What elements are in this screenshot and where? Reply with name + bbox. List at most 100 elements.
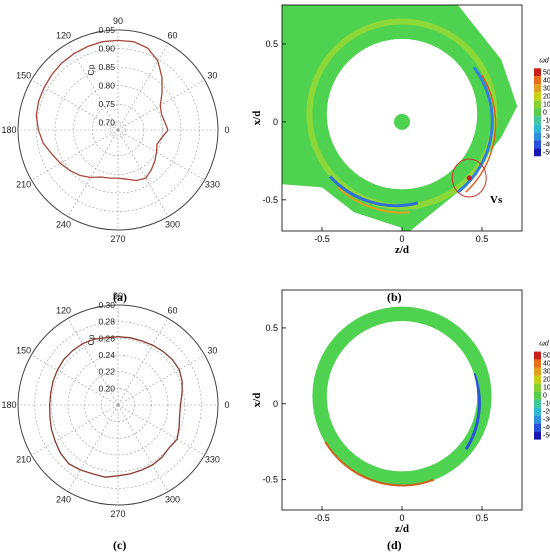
angle-tick-label: 30 [207, 346, 217, 356]
y-tick-label: 0 [273, 399, 278, 409]
angle-tick-label: 150 [16, 71, 31, 81]
legend-swatch [534, 124, 541, 133]
angle-tick-label: 330 [205, 180, 220, 190]
y-tick-label: -0.5 [262, 475, 278, 485]
angle-tick-label: 60 [167, 31, 177, 41]
empty-region [282, 184, 402, 231]
polar-spoke [117, 43, 169, 131]
radial-tick-label: 0.28 [98, 317, 115, 327]
legend-level: 2000 [543, 377, 550, 384]
radial-tick-label: 0.75 [98, 99, 115, 109]
y-tick-label: 0 [273, 117, 278, 127]
legend-level: 4000 [543, 77, 550, 84]
angle-tick-label: 0 [224, 125, 229, 135]
legend-swatch [534, 383, 541, 392]
legend-level: 0 [543, 109, 547, 116]
caption-b: (b) [387, 290, 402, 304]
y-tick-label: -0.5 [262, 195, 278, 205]
radial-tick-label: 0.24 [98, 350, 115, 360]
polar-spoke [117, 79, 205, 131]
radial-tick-label: 0.30 [98, 300, 115, 310]
legend-swatch [534, 108, 541, 117]
polar-ring [34, 321, 202, 489]
angle-tick-label: 30 [207, 71, 217, 81]
legend-swatch [534, 140, 541, 149]
angle-tick-label: 180 [1, 400, 16, 410]
legend-level: 2000 [543, 93, 550, 100]
caption-d: (d) [387, 538, 402, 552]
polar-spoke [117, 404, 205, 456]
contour-chart-d: -0.5 0 0.5 0.5 0 -0.5 z/d x/d ωd 5000400030002000… [251, 289, 550, 535]
angle-tick-label: 0 [224, 400, 229, 410]
legend-swatch [534, 76, 541, 85]
legend-level: 4000 [543, 361, 550, 368]
angle-tick-label: 210 [16, 180, 31, 190]
legend-level: 1000 [543, 101, 550, 108]
x-tick-label: 0.5 [476, 234, 489, 244]
annotation-label: Vs [490, 194, 503, 206]
legend-level: -5000 [543, 149, 550, 156]
polar-spoke [117, 354, 205, 406]
x-tick-label: -0.5 [314, 234, 330, 244]
annotation-circle [451, 158, 487, 198]
legend-level: -1000 [543, 401, 550, 408]
polar-spoke [31, 79, 119, 131]
polar-spoke [31, 129, 119, 181]
negative-vorticity [328, 175, 419, 208]
contour-chart-b: -0.5 0 0.5 0.5 0 -0.5 z/d x/d ωd 5000400030002000… [251, 4, 550, 256]
legend-level: -2000 [543, 409, 550, 416]
positive-vorticity [337, 186, 411, 214]
y-tick-label: 0.5 [265, 323, 278, 333]
radial-tick-label: 0.26 [98, 333, 115, 343]
legend-swatch [534, 351, 541, 360]
vortex-core [466, 175, 472, 181]
legend-level: -3000 [543, 133, 550, 140]
polar-spoke [117, 318, 169, 406]
contour-field [312, 306, 492, 487]
legend-level: 5000 [543, 353, 550, 360]
empty-region [410, 5, 522, 231]
legend-swatch [534, 116, 541, 125]
contour-field [282, 5, 522, 231]
negative-vorticity [464, 372, 481, 451]
legend-level: -3000 [543, 417, 550, 424]
polar-chart-c: 0 30 60 90 120 150 180 210 240 270 300 330 0.20 0.22 0… [1, 291, 229, 519]
legend-swatch [534, 423, 541, 432]
legend-level: 5000 [543, 69, 550, 76]
radial-tick-label: 0.90 [98, 44, 115, 54]
angle-tick-label: 90 [113, 291, 123, 301]
polar-spoke [67, 129, 119, 217]
legend-level: -5000 [543, 433, 550, 440]
legend-swatch [534, 359, 541, 368]
x-axis-label: z/d [395, 244, 409, 256]
legend-swatch [534, 84, 541, 93]
legend-swatch [534, 399, 541, 408]
x-tick-label: 0.5 [476, 513, 489, 523]
x-tick-label: 0 [399, 234, 404, 244]
legend-level: -2000 [543, 125, 550, 132]
angle-tick-label: 300 [165, 219, 180, 229]
legend-level: -4000 [543, 141, 550, 148]
angle-tick-label: 270 [110, 234, 125, 244]
legend-level: 1000 [543, 385, 550, 392]
radial-tick-label: 0.85 [98, 62, 115, 72]
polar-ring [51, 338, 185, 472]
y-tick-label: 0.5 [265, 39, 278, 49]
center-rod [394, 113, 410, 130]
polar-spoke [67, 404, 119, 492]
radial-tick-label: 0.20 [98, 383, 115, 393]
radial-tick-label: 0.95 [98, 25, 115, 35]
legend-swatch [534, 100, 541, 109]
legend-swatch [534, 68, 541, 77]
legend-swatch [534, 407, 541, 416]
radial-tick-label: 0.22 [98, 367, 115, 377]
legend-swatch [534, 375, 541, 384]
legend-swatch [534, 431, 541, 440]
angle-tick-label: 180 [1, 125, 16, 135]
polar-spoke [31, 354, 119, 406]
radial-tick-label: 0.80 [98, 81, 115, 91]
angle-tick-label: 240 [56, 494, 71, 504]
legend-swatch [534, 132, 541, 141]
series-line [35, 39, 169, 182]
